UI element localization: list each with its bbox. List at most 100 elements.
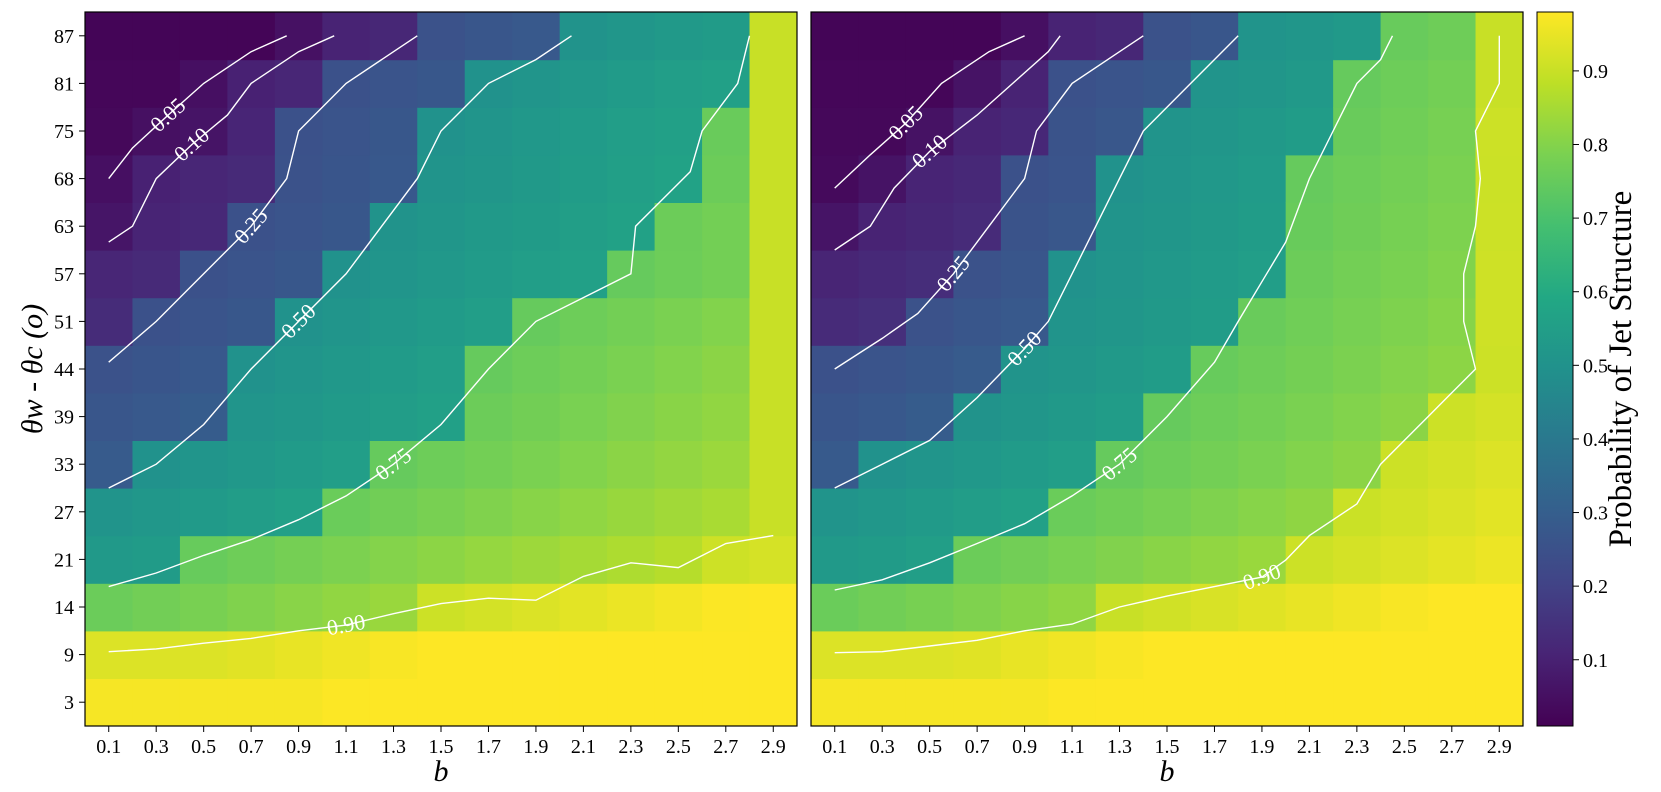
heatmap-cell xyxy=(369,488,418,537)
heatmap-cell xyxy=(1333,535,1382,584)
heatmap-cell xyxy=(274,250,323,299)
left-panel: 0.050.100.250.500.750.90 0.1 0.3 0.5 0.7 0.9… xyxy=(16,11,798,788)
heatmap-cell xyxy=(132,583,181,632)
heatmap-cell xyxy=(1143,535,1192,584)
heatmap-cell xyxy=(1095,678,1144,726)
heatmap-cell xyxy=(322,345,371,394)
heatmap-cell xyxy=(132,12,181,61)
heatmap-cell xyxy=(322,202,371,251)
heatmap-cell xyxy=(227,154,276,203)
contour-line-0.50 xyxy=(834,35,1239,489)
x-tick-label: 1.1 xyxy=(334,736,359,758)
heatmap-cell xyxy=(512,154,561,203)
heatmap-cell xyxy=(322,297,371,346)
colorbar-tick-label: 0.2 xyxy=(1583,576,1608,598)
heatmap-cell xyxy=(1095,250,1144,299)
heatmap-cell xyxy=(953,678,1002,726)
y-tick-label: 44 xyxy=(54,359,74,381)
colorbar-tick-label: 0.6 xyxy=(1583,282,1608,304)
heatmap-cell xyxy=(1190,154,1239,203)
y-tick-label: 27 xyxy=(54,502,74,524)
x-tick-label: 0.7 xyxy=(239,736,264,758)
heatmap-cell xyxy=(811,297,860,346)
heatmap-cell xyxy=(749,202,797,251)
heatmap-cell xyxy=(512,250,561,299)
heatmap-cell xyxy=(132,535,181,584)
right-heatmap-cells xyxy=(811,12,1523,726)
heatmap-cell xyxy=(1428,583,1477,632)
heatmap-cell xyxy=(1190,678,1239,726)
heatmap-cell xyxy=(417,12,466,61)
heatmap-cell xyxy=(749,488,797,537)
right-panel: 0.050.100.250.500.750.90 0.1 0.3 0.5 0.7 0.9… xyxy=(810,11,1524,788)
x-tick-label: 0.5 xyxy=(191,736,216,758)
heatmap-cell xyxy=(905,250,954,299)
heatmap-cell xyxy=(1475,535,1523,584)
x-tick-label: 0.1 xyxy=(96,736,121,758)
heatmap-cell xyxy=(1000,59,1049,108)
heatmap-cell xyxy=(227,583,276,632)
heatmap-cell xyxy=(512,440,561,489)
y-tick-label: 75 xyxy=(54,121,74,143)
heatmap-cell xyxy=(322,12,371,61)
heatmap-cell xyxy=(1428,107,1477,156)
heatmap-cell xyxy=(1190,59,1239,108)
heatmap-cell xyxy=(227,107,276,156)
heatmap-cell xyxy=(464,488,513,537)
heatmap-cell xyxy=(85,678,134,726)
heatmap-cell xyxy=(702,630,751,679)
contour-line-0.75 xyxy=(108,35,751,588)
heatmap-cell xyxy=(274,392,323,441)
contour-line-0.25 xyxy=(108,35,418,363)
heatmap-cell xyxy=(953,630,1002,679)
heatmap-cell xyxy=(1000,107,1049,156)
heatmap-cell xyxy=(179,488,228,537)
heatmap-cell xyxy=(858,154,907,203)
heatmap-cell xyxy=(274,154,323,203)
heatmap-cell xyxy=(654,154,703,203)
heatmap-cell xyxy=(512,202,561,251)
heatmap-cell xyxy=(464,107,513,156)
heatmap-cell xyxy=(654,535,703,584)
heatmap-cell xyxy=(858,535,907,584)
colorbar-tick-label: 0.1 xyxy=(1583,650,1608,672)
heatmap-cell xyxy=(369,250,418,299)
heatmap-cell xyxy=(607,678,656,726)
heatmap-cell xyxy=(811,583,860,632)
heatmap-cell xyxy=(417,678,466,726)
heatmap-cell xyxy=(179,12,228,61)
heatmap-cell xyxy=(905,535,954,584)
x-tick-label: 1.5 xyxy=(429,736,454,758)
heatmap-cell xyxy=(1143,107,1192,156)
heatmap-cell xyxy=(1428,630,1477,679)
right-x-axis-label: b xyxy=(1160,755,1175,788)
heatmap-cell xyxy=(1475,250,1523,299)
heatmap-cell xyxy=(749,535,797,584)
heatmap-cell xyxy=(702,678,751,726)
y-tick-label: 51 xyxy=(54,311,74,333)
heatmap-cell xyxy=(417,154,466,203)
heatmap-cell xyxy=(1000,535,1049,584)
x-tick-label: 1.7 xyxy=(476,736,501,758)
heatmap-cell xyxy=(227,535,276,584)
heatmap-cell xyxy=(1285,678,1334,726)
heatmap-cell xyxy=(811,59,860,108)
heatmap-cell xyxy=(654,583,703,632)
heatmap-cell xyxy=(1143,59,1192,108)
heatmap-cell xyxy=(179,297,228,346)
heatmap-cell xyxy=(1285,59,1334,108)
heatmap-cell xyxy=(1190,630,1239,679)
heatmap-cell xyxy=(654,488,703,537)
contour-line-0.90 xyxy=(108,534,774,653)
heatmap-cell xyxy=(179,535,228,584)
heatmap-cell xyxy=(607,535,656,584)
heatmap-cell xyxy=(1475,630,1523,679)
heatmap-cell xyxy=(1238,345,1287,394)
heatmap-cell xyxy=(512,488,561,537)
heatmap-cell xyxy=(1333,583,1382,632)
heatmap-cell xyxy=(905,630,954,679)
heatmap-cell xyxy=(811,12,860,61)
heatmap-cell xyxy=(905,440,954,489)
heatmap-cell xyxy=(1333,488,1382,537)
heatmap-cell xyxy=(702,297,751,346)
